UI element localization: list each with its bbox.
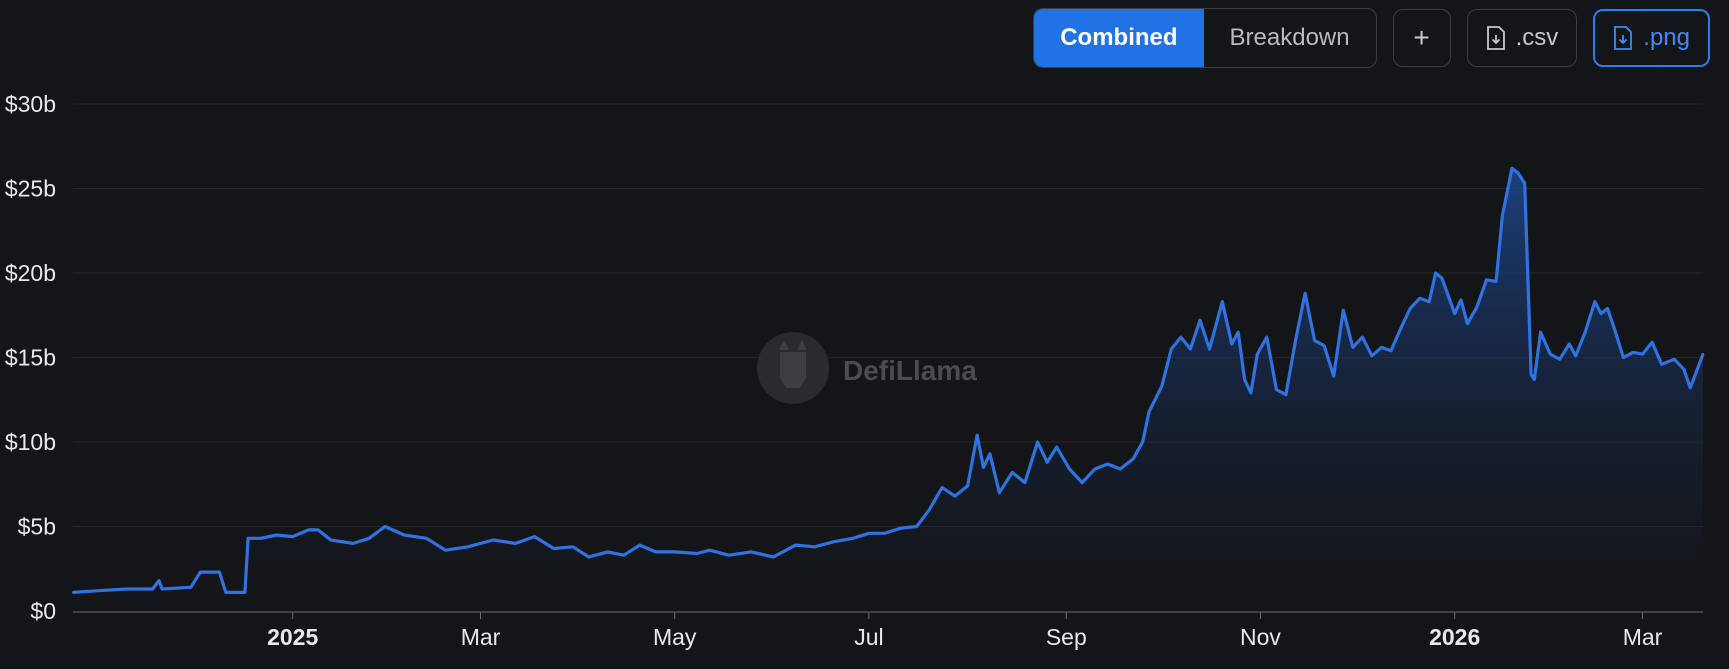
watermark-text: DefiLlama bbox=[843, 355, 977, 386]
csv-label: .csv bbox=[1515, 24, 1559, 51]
x-tick-label: 2025 bbox=[267, 624, 318, 650]
series-line bbox=[72, 166, 1705, 594]
y-axis: $0 $5b $10b $15b $20b $25b $30b bbox=[5, 91, 56, 624]
x-tick-label: Sep bbox=[1046, 624, 1087, 650]
file-download-icon bbox=[1613, 26, 1633, 50]
x-axis: 2025 Mar May Jul Sep Nov 2026 Mar bbox=[267, 612, 1663, 650]
chart-toolbar: Combined Breakdown + .csv .png bbox=[1033, 8, 1710, 68]
x-tick-label: Jul bbox=[854, 624, 883, 650]
y-tick-label: $10b bbox=[5, 429, 56, 455]
y-tick-label: $20b bbox=[5, 260, 56, 286]
watermark: DefiLlama bbox=[757, 332, 977, 404]
png-label: .png bbox=[1643, 24, 1690, 51]
series-area bbox=[73, 168, 1703, 611]
combined-button[interactable]: Combined bbox=[1034, 9, 1204, 67]
add-button[interactable]: + bbox=[1392, 9, 1451, 67]
llama-head-icon bbox=[779, 340, 807, 388]
csv-download-button[interactable]: .csv bbox=[1466, 9, 1578, 67]
view-toggle: Combined Breakdown bbox=[1033, 8, 1377, 68]
x-tick-label: Mar bbox=[461, 624, 501, 650]
x-tick-label: 2026 bbox=[1429, 624, 1480, 650]
y-tick-label: $15b bbox=[5, 345, 56, 371]
breakdown-button[interactable]: Breakdown bbox=[1204, 9, 1376, 67]
y-tick-label: $25b bbox=[5, 176, 56, 202]
x-tick-label: May bbox=[653, 624, 697, 650]
x-tick-label: Nov bbox=[1240, 624, 1281, 650]
x-tick-label: Mar bbox=[1623, 624, 1663, 650]
png-download-button[interactable]: .png bbox=[1593, 9, 1710, 67]
y-tick-label: $30b bbox=[5, 91, 56, 117]
y-tick-label: $0 bbox=[30, 598, 56, 624]
y-tick-label: $5b bbox=[18, 514, 56, 540]
file-download-icon bbox=[1486, 26, 1506, 50]
